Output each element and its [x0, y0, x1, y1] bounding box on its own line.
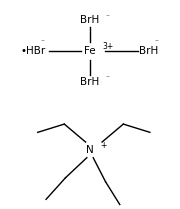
Text: N: N — [86, 145, 94, 155]
Text: 3+: 3+ — [103, 42, 114, 51]
Text: +: + — [100, 141, 106, 150]
Text: ⁻: ⁻ — [155, 38, 159, 47]
Text: BrH: BrH — [139, 46, 159, 56]
Text: •HBr: •HBr — [21, 46, 46, 56]
Text: ⁻: ⁻ — [106, 73, 110, 82]
Text: ⁻: ⁻ — [106, 12, 110, 21]
Text: BrH: BrH — [80, 15, 100, 25]
Text: BrH: BrH — [80, 77, 100, 87]
Text: Fe: Fe — [84, 46, 96, 56]
Text: ⁻: ⁻ — [41, 38, 45, 47]
